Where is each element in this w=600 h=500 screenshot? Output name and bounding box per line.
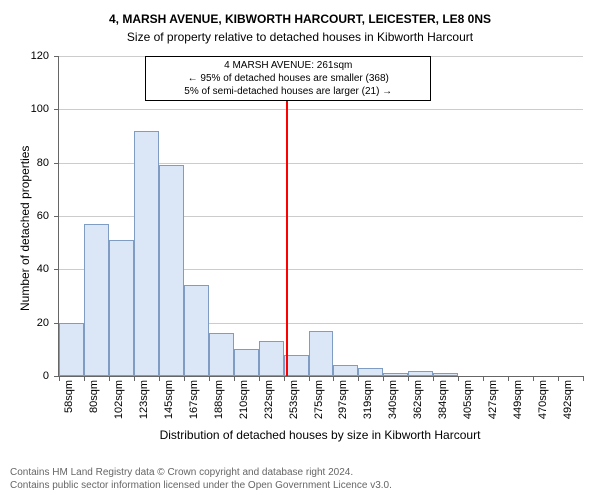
x-tick-label: 492sqm xyxy=(562,376,574,419)
y-tick-label: 60 xyxy=(37,210,59,222)
histogram-bar xyxy=(109,240,134,376)
x-tick-mark xyxy=(234,376,235,381)
annotation-box: 4 MARSH AVENUE: 261sqm← 95% of detached … xyxy=(145,56,431,101)
x-tick-label: 232sqm xyxy=(263,376,275,419)
x-tick-mark xyxy=(558,376,559,381)
footer-line1: Contains HM Land Registry data © Crown c… xyxy=(10,466,392,479)
x-tick-label: 253sqm xyxy=(288,376,300,419)
x-tick-label: 80sqm xyxy=(88,376,100,413)
chart-title-line1: 4, MARSH AVENUE, KIBWORTH HARCOURT, LEIC… xyxy=(0,12,600,26)
x-tick-mark xyxy=(209,376,210,381)
annotation-line: 4 MARSH AVENUE: 261sqm xyxy=(152,59,424,72)
chart-container: 4, MARSH AVENUE, KIBWORTH HARCOURT, LEIC… xyxy=(0,0,600,500)
x-tick-label: 275sqm xyxy=(313,376,325,419)
histogram-bar xyxy=(184,285,209,376)
x-tick-mark xyxy=(583,376,584,381)
plot-area: 02040608010012058sqm80sqm102sqm123sqm145… xyxy=(58,56,583,377)
y-axis-label: Number of detached properties xyxy=(18,146,32,311)
x-tick-mark xyxy=(458,376,459,381)
x-tick-label: 384sqm xyxy=(437,376,449,419)
x-tick-label: 297sqm xyxy=(337,376,349,419)
chart-footer: Contains HM Land Registry data © Crown c… xyxy=(10,466,392,492)
property-marker-line xyxy=(286,56,288,376)
footer-line2: Contains public sector information licen… xyxy=(10,479,392,492)
y-tick-label: 100 xyxy=(31,103,59,115)
histogram-bar xyxy=(333,365,358,376)
x-tick-mark xyxy=(284,376,285,381)
x-tick-label: 58sqm xyxy=(63,376,75,413)
x-tick-mark xyxy=(433,376,434,381)
y-tick-label: 40 xyxy=(37,263,59,275)
annotation-line: 5% of semi-detached houses are larger (2… xyxy=(152,85,424,98)
x-tick-mark xyxy=(84,376,85,381)
x-tick-mark xyxy=(483,376,484,381)
annotation-line: ← 95% of detached houses are smaller (36… xyxy=(152,72,424,85)
x-tick-mark xyxy=(159,376,160,381)
y-tick-label: 0 xyxy=(43,370,59,382)
x-tick-label: 340sqm xyxy=(387,376,399,419)
x-tick-mark xyxy=(508,376,509,381)
x-tick-label: 427sqm xyxy=(487,376,499,419)
histogram-bar xyxy=(358,368,383,376)
x-tick-mark xyxy=(134,376,135,381)
x-tick-mark xyxy=(383,376,384,381)
x-tick-label: 123sqm xyxy=(138,376,150,419)
x-tick-mark xyxy=(358,376,359,381)
y-tick-label: 120 xyxy=(31,50,59,62)
x-tick-label: 188sqm xyxy=(213,376,225,419)
x-tick-mark xyxy=(259,376,260,381)
histogram-bar xyxy=(234,349,259,376)
x-tick-label: 145sqm xyxy=(163,376,175,419)
chart-title-line2: Size of property relative to detached ho… xyxy=(0,30,600,44)
x-tick-label: 210sqm xyxy=(238,376,250,419)
y-tick-label: 20 xyxy=(37,317,59,329)
x-tick-label: 362sqm xyxy=(412,376,424,419)
histogram-bar xyxy=(84,224,109,376)
y-tick-label: 80 xyxy=(37,157,59,169)
x-tick-label: 319sqm xyxy=(362,376,374,419)
histogram-bar xyxy=(134,131,159,376)
x-tick-mark xyxy=(309,376,310,381)
x-tick-mark xyxy=(533,376,534,381)
histogram-bar xyxy=(159,165,184,376)
x-tick-label: 167sqm xyxy=(188,376,200,419)
histogram-bar xyxy=(209,333,234,376)
histogram-bar xyxy=(309,331,334,376)
x-tick-mark xyxy=(333,376,334,381)
histogram-bar xyxy=(59,323,84,376)
x-tick-label: 102sqm xyxy=(113,376,125,419)
x-axis-label: Distribution of detached houses by size … xyxy=(58,428,582,442)
x-tick-mark xyxy=(109,376,110,381)
x-tick-mark xyxy=(408,376,409,381)
histogram-bar xyxy=(259,341,284,376)
x-tick-mark xyxy=(59,376,60,381)
y-gridline xyxy=(59,109,583,110)
x-tick-mark xyxy=(184,376,185,381)
x-tick-label: 470sqm xyxy=(537,376,549,419)
x-tick-label: 449sqm xyxy=(512,376,524,419)
x-tick-label: 405sqm xyxy=(462,376,474,419)
